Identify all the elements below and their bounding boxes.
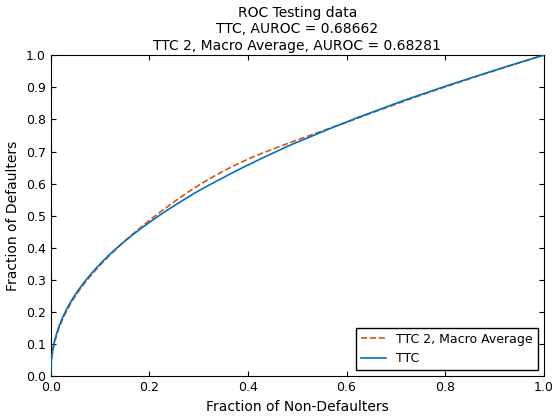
TTC xyxy=(436,86,442,91)
TTC 2, Macro Average xyxy=(47,374,54,379)
Title: ROC Testing data
TTC, AUROC = 0.68662
TTC 2, Macro Average, AUROC = 0.68281: ROC Testing data TTC, AUROC = 0.68662 TT… xyxy=(153,6,441,52)
Line: TTC 2, Macro Average: TTC 2, Macro Average xyxy=(50,55,544,376)
TTC xyxy=(287,142,294,147)
Y-axis label: Fraction of Defaulters: Fraction of Defaulters xyxy=(6,141,20,291)
TTC xyxy=(47,374,54,379)
X-axis label: Fraction of Non-Defaulters: Fraction of Non-Defaulters xyxy=(206,400,389,414)
TTC xyxy=(540,52,547,58)
Line: TTC: TTC xyxy=(50,55,544,376)
TTC 2, Macro Average xyxy=(436,87,442,92)
TTC 2, Macro Average xyxy=(72,293,79,298)
TTC xyxy=(274,148,281,153)
TTC 2, Macro Average xyxy=(539,52,546,58)
TTC 2, Macro Average xyxy=(540,52,547,58)
TTC xyxy=(72,291,79,296)
Legend: TTC 2, Macro Average, TTC: TTC 2, Macro Average, TTC xyxy=(356,328,538,370)
TTC 2, Macro Average xyxy=(287,140,294,145)
TTC xyxy=(526,57,533,62)
TTC 2, Macro Average xyxy=(526,57,533,62)
TTC xyxy=(526,57,533,62)
TTC 2, Macro Average xyxy=(274,145,281,150)
TTC 2, Macro Average xyxy=(526,57,533,62)
